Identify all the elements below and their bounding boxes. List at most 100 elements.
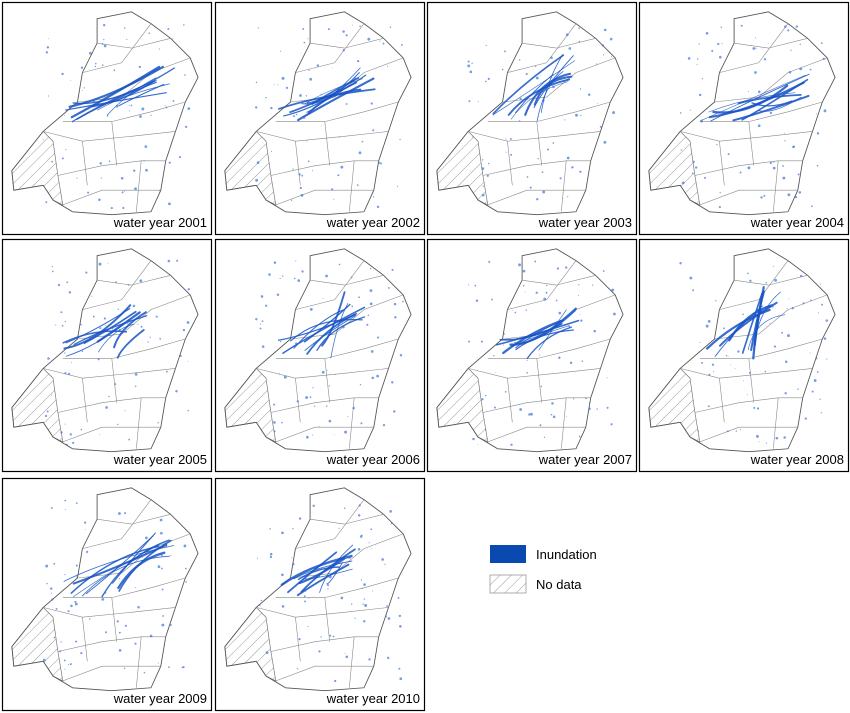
inundation-dot: [390, 522, 393, 525]
inundation-dot: [786, 308, 788, 310]
inundation-dot: [51, 160, 53, 163]
inundation-dot: [345, 34, 348, 37]
legend: Inundation No data: [489, 545, 597, 594]
inundation-dot: [572, 398, 575, 400]
inundation-dot: [76, 177, 78, 179]
inundation-dot: [558, 70, 561, 72]
inundation-dot: [164, 105, 166, 106]
inundation-dot: [514, 311, 517, 314]
inundation-dot: [815, 113, 817, 115]
inundation-dot: [281, 605, 285, 608]
inundation-dot: [389, 26, 392, 28]
inundation-dot: [292, 562, 295, 566]
inundation-dot: [55, 607, 58, 610]
inundation-dot: [792, 146, 795, 149]
inundation-dot: [691, 172, 694, 174]
inundation-dot: [45, 201, 48, 204]
inundation-dot: [303, 41, 306, 44]
inundation-dot: [764, 370, 767, 373]
inundation-dot: [124, 512, 127, 515]
inundation-dot: [568, 47, 572, 50]
inundation-dot: [61, 157, 64, 160]
inundation-dot: [393, 302, 397, 306]
inundation-dot: [130, 104, 133, 107]
inundation-dot: [556, 267, 560, 270]
inundation-dot: [567, 196, 569, 198]
inundation-dot: [344, 652, 346, 654]
inundation-dot: [102, 23, 106, 27]
inundation-dot: [161, 588, 164, 591]
inundation-streak: [515, 329, 575, 351]
inundation-dot: [528, 413, 531, 416]
inundation-dot: [108, 395, 110, 398]
inundation-dot: [791, 307, 794, 310]
inundation-dot: [141, 107, 145, 111]
inundation-dot: [725, 354, 728, 357]
inundation-dot: [727, 153, 730, 156]
inundation-dot: [372, 196, 375, 198]
inundation-dot: [115, 104, 119, 108]
inundation-dot: [529, 186, 532, 189]
inundation-streak: [757, 96, 802, 112]
inundation-dot: [61, 324, 64, 327]
inundation-dot: [399, 138, 401, 141]
inundation-dot: [296, 400, 299, 403]
inundation-dot: [292, 111, 294, 113]
inundation-dot: [364, 603, 368, 607]
inundation-dot: [488, 260, 491, 263]
inundation-dot: [775, 436, 779, 440]
inundation-dot: [167, 259, 171, 263]
inundation-streak: [65, 319, 130, 357]
inundation-dot: [784, 360, 788, 364]
panel-label: water year 2005: [113, 452, 207, 467]
inundation-dot: [699, 341, 701, 343]
map-panel: water year 2001: [1, 1, 213, 236]
inundation-dot: [399, 354, 403, 357]
inundation-dot: [541, 99, 545, 102]
panel-label: water year 2010: [326, 691, 420, 706]
inundation-dot: [715, 300, 717, 302]
basin-map: [436, 11, 624, 216]
inundation-dot: [547, 148, 550, 151]
inundation-streak: [316, 316, 366, 351]
inundation-dot: [518, 263, 521, 267]
inundation-dot: [292, 115, 295, 118]
inundation-dot: [111, 327, 114, 330]
inundation-dot: [816, 164, 819, 167]
panel-frame: [214, 477, 426, 712]
inundation-dot: [105, 406, 108, 409]
inundation-dot: [352, 406, 355, 410]
inundation-dot: [100, 177, 102, 179]
inundation-dot: [387, 617, 391, 620]
inundation-dot: [123, 27, 126, 29]
inundation-dot: [526, 176, 529, 178]
inundation-dot: [484, 428, 487, 431]
inundation-streak: [538, 309, 567, 351]
inundation-dot: [509, 137, 512, 140]
inundation-dot: [328, 575, 332, 579]
inundation-dot: [369, 267, 372, 270]
inundation-dot: [259, 327, 262, 330]
panel-label: water year 2003: [538, 215, 632, 230]
inundation: [467, 27, 615, 201]
inundation-dot: [64, 499, 67, 502]
panel-label: water year 2006: [326, 452, 420, 467]
inundation-dot: [117, 423, 119, 426]
inundation-dot: [116, 620, 119, 623]
inundation-dot: [555, 299, 558, 302]
inundation-dot: [91, 295, 93, 297]
inundation-dot: [113, 69, 116, 72]
inundation-dot: [255, 81, 258, 84]
inundation-streak: [533, 75, 573, 106]
inundation-dot: [273, 83, 275, 85]
inundation-dot: [256, 557, 259, 559]
inundation-dot: [107, 333, 111, 337]
inundation-dot: [370, 350, 374, 353]
inundation-dot: [121, 191, 124, 194]
inundation-dot: [361, 587, 363, 590]
inundation-dot: [74, 600, 77, 604]
inundation-dot: [301, 174, 304, 177]
inundation-dot: [84, 521, 87, 524]
inundation-dot: [505, 138, 507, 140]
inundation-dot: [399, 625, 402, 628]
